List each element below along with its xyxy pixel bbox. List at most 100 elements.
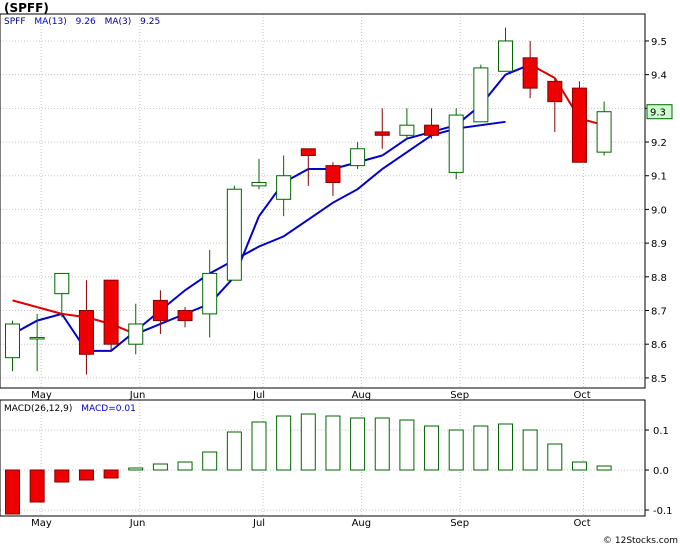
macd-bar	[448, 429, 464, 471]
candle	[177, 307, 193, 328]
candle	[226, 185, 242, 281]
candle-body	[177, 310, 193, 322]
legend-symbol: SPFF	[4, 17, 26, 27]
macd-x-tick-label: Oct	[573, 518, 590, 529]
price-y-tick-label: 8.6	[651, 340, 667, 351]
price-y-tick-label: 8.8	[651, 273, 667, 284]
candle-body	[325, 165, 341, 183]
macd-y-tick-label: -0.1	[653, 506, 673, 517]
candle-body	[251, 181, 267, 187]
last-price-box: 9.3	[646, 104, 673, 120]
macd-bar	[251, 421, 267, 471]
price-y-tick-label: 9.1	[651, 172, 667, 183]
price-y-tick-label: 9.4	[651, 71, 667, 82]
price-x-tick-label: Oct	[573, 390, 590, 401]
candle-body	[596, 111, 612, 153]
macd-bar	[128, 467, 144, 471]
macd-bar	[226, 431, 242, 471]
candle-body	[350, 148, 366, 167]
candle-body	[103, 279, 119, 345]
candles-layer	[5, 27, 612, 375]
candle	[29, 313, 45, 372]
macd-bar	[571, 461, 587, 471]
macd-y-axis: -0.1 0.0 0.1	[645, 426, 673, 517]
macd-bar	[399, 419, 415, 471]
candle	[424, 108, 440, 139]
last-price-box-bg	[646, 104, 673, 120]
copyright: © 12Stocks.com	[603, 536, 678, 546]
candle	[128, 303, 144, 355]
macd-bar	[374, 417, 390, 471]
macd-x-axis: May Jun Jul Aug Sep Oct	[31, 518, 591, 529]
price-x-tick-label: Jul	[252, 390, 265, 401]
macd-x-tick-label: May	[31, 518, 52, 529]
chart-title: (SPFF)	[4, 1, 49, 15]
legend: SPFF MA(13) 9.26 MA(3) 9.25	[4, 17, 160, 27]
candle	[251, 158, 267, 190]
macd-y-tick-label: 0.1	[653, 426, 669, 437]
candle-body	[374, 131, 390, 136]
price-y-tick-label: 9.0	[651, 205, 667, 216]
price-y-tick-label: 9.2	[651, 138, 667, 149]
candle-body	[571, 87, 587, 163]
candle	[350, 142, 366, 169]
candle	[103, 279, 119, 351]
price-x-tick-label: Sep	[450, 390, 469, 401]
macd-label: MACD(26,12,9)	[4, 404, 72, 414]
candle	[202, 249, 218, 338]
candle	[522, 40, 538, 99]
macd-bar	[300, 413, 316, 471]
price-x-tick-label: Jun	[129, 390, 146, 401]
macd-bar	[5, 469, 20, 515]
macd-bar	[152, 463, 168, 471]
macd-panel: -0.1 0.0 0.1 May Jun Jul Aug Sep Oct MACD(26,12…	[0, 399, 673, 529]
candle-body	[78, 310, 94, 355]
candle	[325, 162, 341, 196]
candle	[5, 320, 20, 372]
macd-bar	[473, 425, 489, 471]
candle-body	[54, 272, 70, 295]
candle-body	[202, 272, 218, 315]
macd-legend: MACD(26,12,9) MACD=0.01	[4, 404, 136, 414]
macd-bar	[78, 469, 94, 481]
candle	[448, 108, 464, 180]
candle	[276, 155, 292, 217]
candle	[78, 280, 94, 375]
candle-body	[300, 148, 316, 157]
macd-bar	[350, 417, 366, 471]
ma3-segment	[36, 306, 63, 315]
price-y-tick-label: 9.5	[651, 37, 667, 48]
macd-x-tick-label: Jun	[129, 518, 146, 529]
candle-body	[424, 124, 440, 136]
candle	[300, 148, 316, 186]
macd-bar	[29, 469, 45, 503]
candle-body	[522, 57, 538, 89]
candle-body	[498, 40, 513, 72]
ma13-line	[12, 120, 506, 352]
candle	[596, 101, 612, 156]
candle	[374, 108, 390, 149]
candle	[152, 290, 168, 335]
ma3-segment	[381, 137, 408, 157]
legend-ma3-value: 9.25	[140, 17, 160, 27]
candle-body	[152, 299, 168, 322]
candle-body	[473, 67, 489, 123]
candle-body	[448, 114, 464, 173]
macd-panel-border	[0, 399, 646, 517]
macd-bar	[424, 425, 440, 471]
macd-bar	[325, 415, 341, 471]
ma13-layer	[12, 120, 506, 352]
candle-body	[29, 336, 45, 340]
price-panel: 8.5 8.6 8.7 8.8 8.9 9.0 9.1 9.2 9.3 9.4 9.5 May Jun…	[0, 13, 673, 401]
macd-y-tick-label: 0.0	[653, 466, 669, 477]
macd-bar	[547, 443, 563, 471]
ma3-segment	[12, 299, 38, 309]
last-price-label: 9.3	[650, 108, 666, 119]
candle-body	[5, 323, 20, 359]
macd-bar	[522, 429, 538, 471]
legend-ma3-label: MA(3)	[105, 17, 132, 27]
price-x-tick-label: May	[31, 390, 52, 401]
price-y-tick-label: 8.7	[651, 307, 667, 318]
price-y-tick-label: 8.9	[651, 239, 667, 250]
